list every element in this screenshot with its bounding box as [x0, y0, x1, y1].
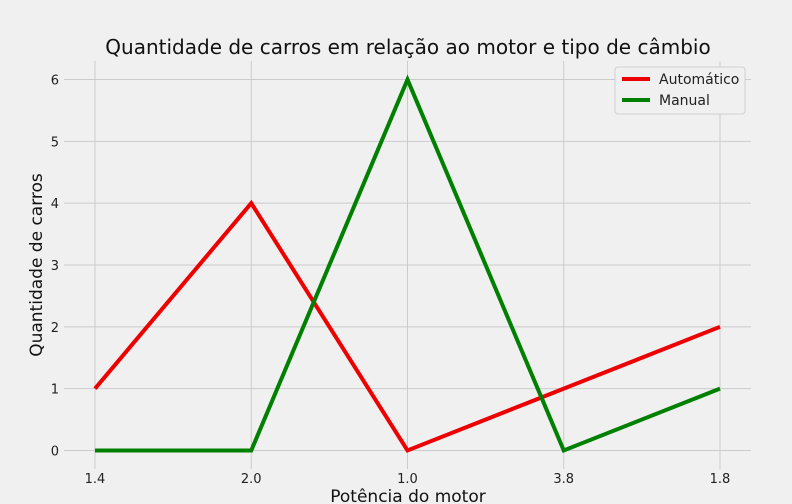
- legend-label-automatico: Automático: [659, 72, 739, 88]
- y-tick-label: 4: [51, 197, 59, 212]
- y-axis-label: Quantidade de carros: [27, 173, 47, 357]
- y-tick-label: 2: [51, 321, 59, 336]
- y-tick-label: 1: [51, 383, 59, 398]
- series-line-manual: [95, 74, 721, 454]
- legend: Automático Manual: [614, 66, 746, 115]
- y-tick-label: 0: [51, 444, 59, 459]
- x-tick-label: 3.8: [553, 472, 574, 487]
- x-tick-label: 1.8: [710, 472, 731, 487]
- series-lines: [93, 74, 721, 454]
- x-axis-ticks: 1.4 2.0 1.0 3.8 1.8: [85, 472, 731, 487]
- series-line-automatico: [93, 199, 721, 453]
- y-tick-label: 3: [51, 259, 59, 274]
- x-tick-label: 1.4: [85, 472, 106, 487]
- chart-title: Quantidade de carros em relação ao motor…: [105, 35, 710, 59]
- x-axis-label: Potência do motor: [330, 487, 485, 504]
- x-tick-label: 2.0: [241, 472, 262, 487]
- y-axis-ticks: 0 1 2 3 4 5 6: [51, 74, 59, 460]
- x-tick-label: 1.0: [397, 472, 418, 487]
- y-tick-label: 6: [51, 74, 59, 89]
- grid: [64, 61, 751, 469]
- legend-label-manual: Manual: [659, 93, 710, 109]
- y-tick-label: 5: [51, 135, 59, 150]
